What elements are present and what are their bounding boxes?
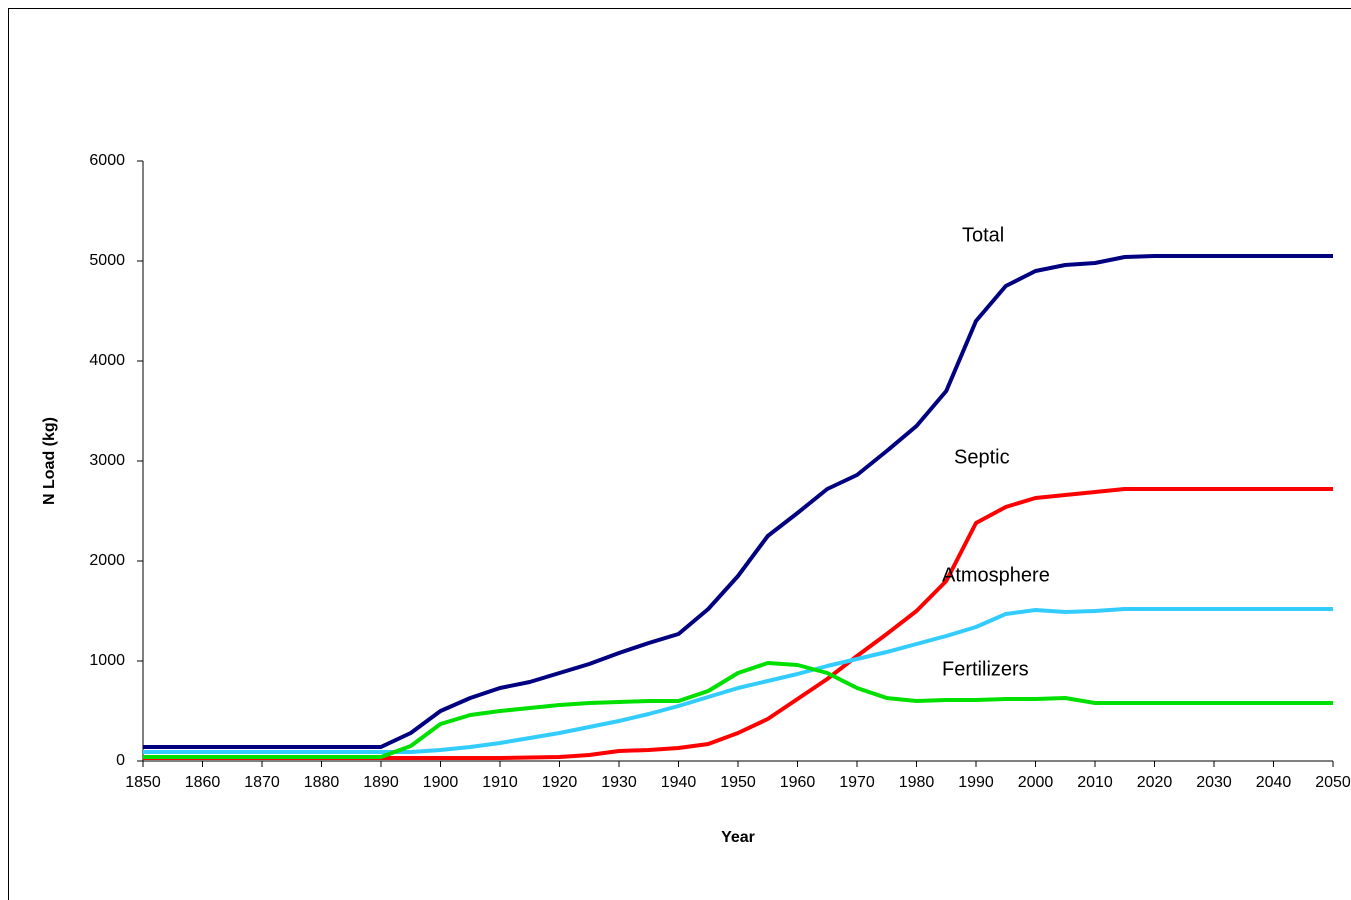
y-tick-label: 1000 [89,652,125,669]
series-line [143,607,1333,754]
x-tick-label: 2000 [1018,774,1054,791]
y-tick-label: 5000 [89,252,125,269]
x-tick-label: 1930 [601,774,637,791]
x-tick-label: 1960 [780,774,816,791]
chart-border [8,8,1351,900]
y-tick-label: 2000 [89,552,125,569]
x-tick-label: 1850 [125,774,161,791]
x-tick-label: 1950 [720,774,756,791]
x-tick-label: 1940 [661,774,697,791]
x-tick-label: 1920 [542,774,578,791]
series-label: Total [962,224,1004,246]
series-label: Fertilizers [942,658,1029,680]
series-line [143,487,1333,760]
x-tick-label: 1880 [304,774,340,791]
series-label: Septic [954,446,1010,468]
y-tick-label: 6000 [89,152,125,169]
series-line [143,254,1333,749]
y-tick-label: 3000 [89,452,125,469]
y-tick-label: 4000 [89,352,125,369]
series-label: Atmosphere [942,564,1050,586]
series-line [143,661,1333,759]
x-tick-label: 1870 [244,774,280,791]
x-tick-label: 2030 [1196,774,1232,791]
x-tick-label: 2050 [1315,774,1351,791]
y-axis-title: N Load (kg) [41,417,58,505]
x-axis-title: Year [721,829,755,846]
x-tick-label: 1860 [185,774,221,791]
x-tick-label: 1970 [839,774,875,791]
x-tick-label: 2020 [1137,774,1173,791]
x-tick-label: 1910 [482,774,518,791]
x-tick-label: 2010 [1077,774,1113,791]
x-tick-label: 1980 [899,774,935,791]
x-tick-label: 2040 [1256,774,1292,791]
x-tick-label: 1900 [423,774,459,791]
x-tick-label: 1890 [363,774,399,791]
y-tick-label: 0 [116,752,125,769]
x-tick-label: 1990 [958,774,994,791]
